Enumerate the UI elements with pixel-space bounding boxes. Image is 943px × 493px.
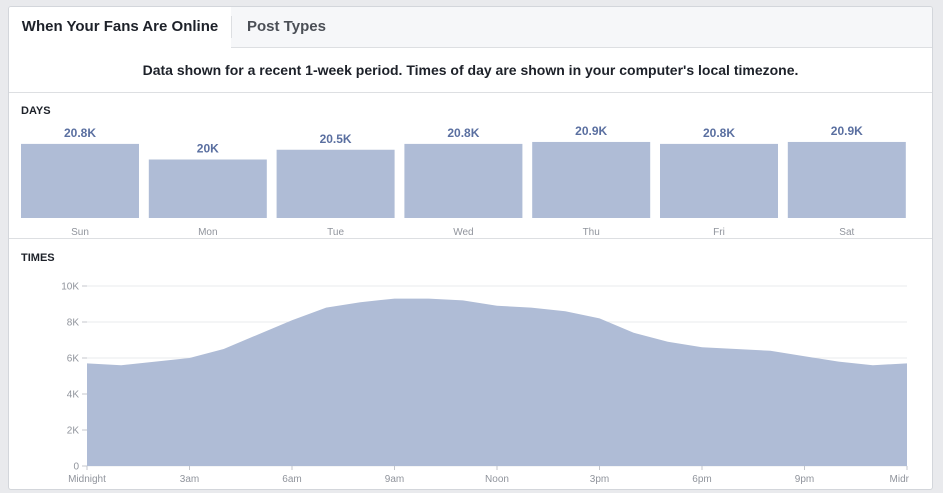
x-tick-label: Midnight: [68, 474, 106, 485]
day-bar-fri[interactable]: [660, 143, 778, 218]
day-bar-mon[interactable]: [148, 159, 267, 219]
day-bar-sat[interactable]: [787, 141, 906, 218]
tab-divider: [231, 16, 232, 38]
y-tick-label: 0: [73, 462, 79, 473]
day-tick-label: Mon: [198, 227, 217, 238]
day-tick-label: Fri: [713, 227, 725, 238]
x-tick-label: 3pm: [590, 474, 609, 485]
y-tick-label: 8K: [67, 318, 80, 329]
times-section-label: TIMES: [21, 252, 55, 264]
day-bar-wed[interactable]: [404, 143, 523, 218]
y-tick-label: 2K: [67, 426, 80, 437]
day-value-label: 20.8K: [64, 126, 96, 140]
x-tick-label: 6pm: [692, 474, 711, 485]
x-tick-label: Noon: [485, 474, 509, 485]
tab-when-fans-online[interactable]: When Your Fans Are Online: [9, 7, 231, 48]
day-value-label: 20K: [197, 142, 219, 156]
day-value-label: 20.5K: [320, 132, 352, 146]
times-area-series[interactable]: [87, 298, 907, 466]
x-tick-label: 9am: [385, 474, 404, 485]
day-tick-label: Tue: [327, 227, 344, 238]
x-tick-label: Midr: [890, 474, 910, 485]
y-tick-label: 6K: [67, 354, 80, 365]
day-tick-label: Sat: [839, 227, 854, 238]
day-bar-tue[interactable]: [276, 149, 395, 218]
x-tick-label: 6am: [282, 474, 301, 485]
y-tick-label: 10K: [61, 282, 79, 293]
tab-post-types[interactable]: Post Types: [247, 18, 326, 35]
day-bar-sun[interactable]: [21, 143, 139, 218]
day-value-label: 20.8K: [447, 126, 479, 140]
days-bar-chart: 20.8K Sun 20K Mon 20.5K Tue 20.8K Wed 20.9K Thu 20…: [21, 124, 906, 238]
x-tick-label: 9pm: [795, 474, 814, 485]
insights-panel: When Your Fans Are Online Post Types Dat…: [8, 6, 933, 490]
tab-bar: When Your Fans Are Online Post Types: [9, 7, 932, 48]
day-bar-thu[interactable]: [532, 141, 651, 218]
times-area-chart: 0 2K 4K 6K 8K 10K Midnight 3am 6am 9am Noon 3pm 6pm 9…: [61, 282, 910, 486]
day-value-label: 20.9K: [575, 124, 607, 138]
y-tick-label: 4K: [67, 390, 80, 401]
timezone-notice: Data shown for a recent 1-week period. T…: [9, 48, 932, 93]
day-tick-label: Wed: [453, 227, 473, 238]
x-tick-label: 3am: [180, 474, 199, 485]
days-section-label: DAYS: [21, 105, 51, 117]
day-value-label: 20.9K: [831, 124, 863, 138]
day-value-label: 20.8K: [703, 126, 735, 140]
day-tick-label: Sun: [71, 227, 89, 238]
section-divider: [9, 238, 932, 239]
day-tick-label: Thu: [583, 227, 600, 238]
